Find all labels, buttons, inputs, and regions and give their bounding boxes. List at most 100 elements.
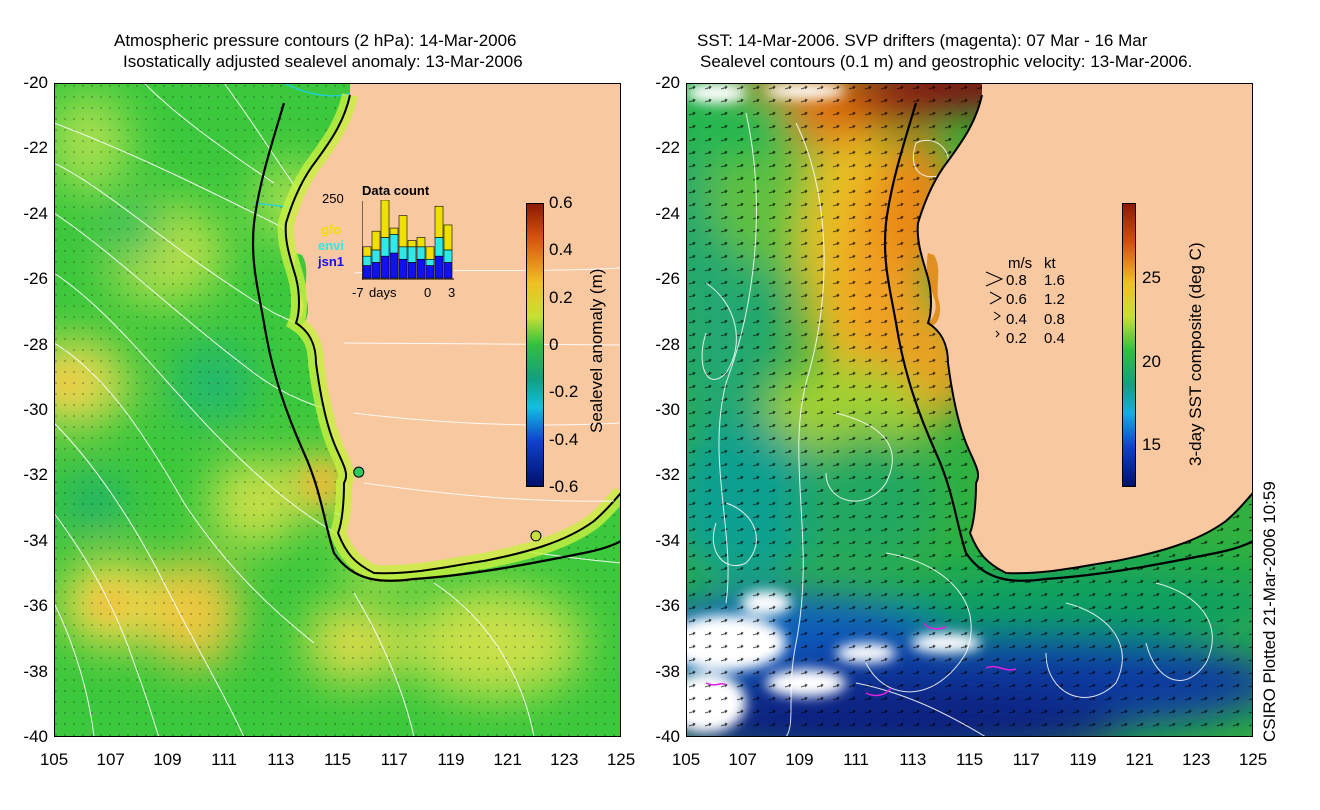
sst-colorbar	[1122, 203, 1136, 487]
lon-tick-115: 115	[323, 750, 352, 769]
lat-tick--40: -40	[23, 727, 48, 746]
lon-tick-105: 105	[39, 750, 69, 769]
inset-bar-3-jsn1	[389, 252, 399, 279]
sst-cb-tick-20: 20	[1142, 351, 1161, 371]
inset-days-label: days	[369, 285, 397, 300]
lon-tick-121: 121	[493, 750, 522, 769]
lon-tick-111: 111	[843, 750, 870, 769]
inset-bar-0-jsn1	[362, 265, 372, 279]
velocity-legend-ms-2: 0.6	[1006, 291, 1027, 308]
inset-bar-5-envi	[407, 246, 417, 263]
inset-ymax: 250	[322, 191, 344, 206]
inset-bar-3-gfo	[389, 227, 399, 235]
inset-bar-4-gfo	[398, 215, 408, 248]
right-title-line1: SST: 14-Mar-2006. SVP drifters (magenta)…	[697, 31, 1148, 50]
lat-tick--38: -38	[23, 661, 48, 681]
inset-bar-6-gfo	[416, 237, 426, 248]
inset-bar-2-gfo	[380, 200, 390, 238]
inset-bar-9-jsn1	[443, 262, 453, 279]
inset-bar-7-envi	[425, 258, 435, 266]
coastline-right	[916, 94, 1253, 575]
right-sst-map	[686, 83, 1253, 737]
sealevel-cb-tick--0.2: -0.2	[549, 382, 579, 402]
velocity-legend-ms-3: 0.4	[1006, 311, 1027, 328]
sst-cb-tick-15: 15	[1142, 435, 1161, 455]
right-title-line2: Sealevel contours (0.1 m) and geostrophi…	[700, 52, 1193, 71]
sealevel-colorbar-label: Sealevel anomaly (m)	[587, 268, 606, 433]
lon-tick-125: 125	[606, 750, 636, 769]
left-title-line2: Isostatically adjusted sealevel anomaly:…	[123, 52, 523, 71]
inset-bar-8-gfo	[434, 205, 444, 238]
lat-tick--26: -26	[655, 269, 680, 289]
sealevel-cb-tick-0: 0	[549, 335, 559, 354]
inset-bar-6-envi	[416, 246, 426, 260]
lon-tick-115: 115	[955, 750, 984, 769]
inset-bar-9-envi	[443, 249, 453, 263]
lat-tick--26: -26	[23, 269, 48, 289]
lon-tick-117: 117	[380, 750, 408, 769]
inset-bar-9-gfo	[443, 224, 453, 251]
velocity-legend-kt-3: 0.8	[1044, 311, 1065, 328]
lat-tick--24: -24	[23, 203, 48, 223]
lat-tick--40: -40	[655, 727, 680, 746]
shelf-break-contour	[251, 102, 621, 582]
lat-tick--24: -24	[655, 203, 680, 223]
inset-xlabel-zero: 0	[424, 285, 432, 300]
inset-bar-1-jsn1	[371, 262, 381, 279]
australia-landmass-right	[917, 83, 1253, 574]
lon-tick-113: 113	[267, 750, 295, 769]
lon-tick-121: 121	[1125, 750, 1154, 769]
inset-bar-8-envi	[434, 237, 444, 257]
sealevel-contours	[701, 112, 1213, 737]
map-frame	[54, 83, 621, 737]
lon-tick-125: 125	[1238, 750, 1268, 769]
lat-tick--20: -20	[23, 73, 48, 92]
lat-tick--32: -32	[23, 465, 48, 485]
lat-tick--36: -36	[23, 596, 48, 616]
left-title-line1: Atmospheric pressure contours (2 hPa): 1…	[114, 31, 517, 50]
inset-bar-6-jsn1	[416, 258, 426, 279]
inset-bar-8-jsn1	[434, 255, 444, 279]
lon-tick-109: 109	[785, 750, 814, 769]
lat-tick--28: -28	[655, 334, 680, 354]
velocity-legend-arrows	[985, 271, 1004, 338]
velocity-legend-kt-2: 1.2	[1044, 291, 1065, 308]
inset-bar-5-jsn1	[407, 262, 417, 279]
map-frame-right	[686, 83, 1253, 737]
velocity-legend-header-kt: kt	[1044, 255, 1056, 272]
lat-tick--32: -32	[655, 465, 680, 485]
lon-tick-105: 105	[671, 750, 701, 769]
sealevel-cb-tick--0.4: -0.4	[549, 429, 579, 449]
coastline	[284, 94, 621, 575]
inset-bar-7-jsn1	[425, 265, 435, 279]
inset-legend-gfo: gfo	[321, 222, 342, 237]
sealevel-cb-tick-0.2: 0.2	[549, 287, 573, 307]
lon-tick-119: 119	[1069, 750, 1097, 769]
sealevel-cb-tick-0.4: 0.4	[549, 240, 573, 260]
sealevel-colorbar	[526, 203, 544, 487]
lon-tick-109: 109	[153, 750, 182, 769]
lat-tick--36: -36	[655, 596, 680, 616]
station-marker-1	[353, 466, 365, 478]
sst-cb-tick-25: 25	[1142, 268, 1161, 288]
plot-credit: CSIRO Plotted 21-Mar-2006 10:59	[1260, 481, 1279, 742]
lat-tick--38: -38	[655, 661, 680, 681]
lat-tick--30: -30	[655, 400, 680, 419]
lon-tick-113: 113	[899, 750, 927, 769]
lat-tick--22: -22	[655, 138, 680, 158]
svp-drifters	[705, 622, 1017, 697]
inset-bar-0-envi	[362, 255, 372, 266]
lon-tick-119: 119	[437, 750, 465, 769]
inset-bar-5-gfo	[407, 240, 417, 248]
lon-tick-123: 123	[550, 750, 579, 769]
sealevel-cb-tick-0.6: 0.6	[549, 193, 573, 212]
inset-bar-1-envi	[371, 249, 381, 263]
inset-bar-2-envi	[380, 237, 390, 257]
lon-tick-107: 107	[96, 750, 125, 769]
inset-bar-1-gfo	[371, 230, 381, 251]
sst-colorbar-label: 3-day SST composite (deg C)	[1186, 242, 1205, 466]
lat-tick--22: -22	[23, 138, 48, 158]
inset-xlabel-start: -7	[352, 285, 364, 300]
shelf-break-contour-right	[883, 102, 1253, 582]
lon-tick-123: 123	[1182, 750, 1211, 769]
